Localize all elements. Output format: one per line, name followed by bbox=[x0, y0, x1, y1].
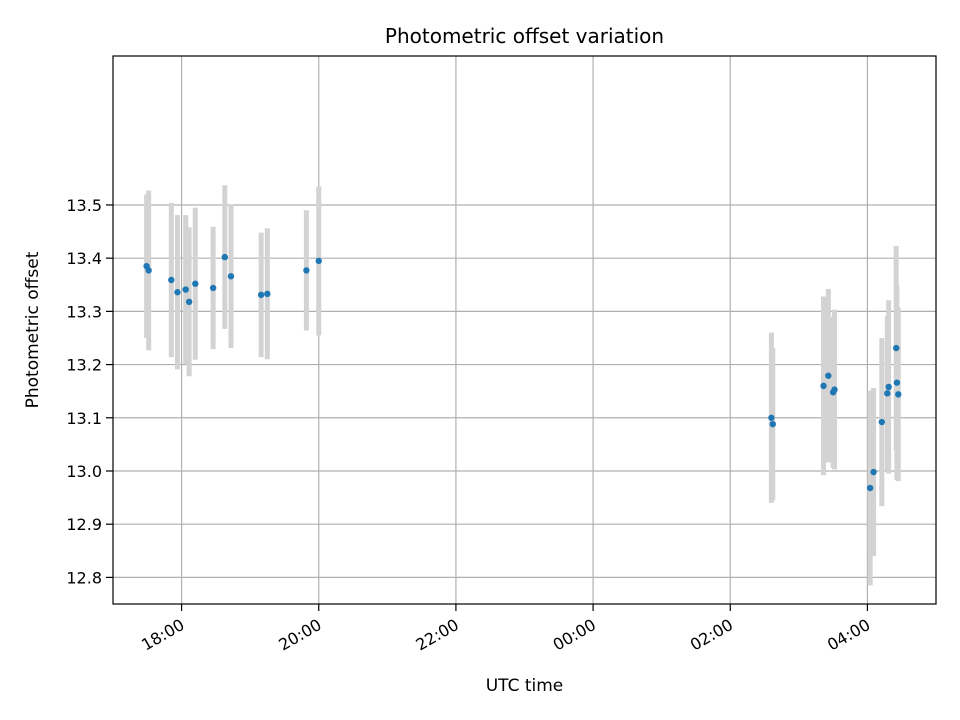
data-point bbox=[174, 289, 181, 296]
data-point bbox=[893, 344, 900, 352]
data-point bbox=[192, 280, 199, 287]
data-point bbox=[227, 273, 235, 280]
data-point bbox=[257, 291, 265, 299]
data-point bbox=[145, 267, 152, 274]
data-point bbox=[769, 420, 776, 428]
y-tick-label: 13.1 bbox=[66, 409, 102, 428]
data-point bbox=[264, 290, 271, 298]
data-point bbox=[825, 372, 832, 379]
plot-frame bbox=[112, 55, 937, 605]
y-tick-label: 13.0 bbox=[66, 462, 102, 481]
data-point bbox=[168, 276, 175, 284]
y-axis-label: Photometric offset bbox=[23, 251, 43, 408]
data-point bbox=[209, 284, 217, 292]
data-point bbox=[185, 298, 193, 306]
y-tick-label: 13.3 bbox=[66, 302, 102, 321]
data-point bbox=[885, 383, 892, 391]
data-point bbox=[315, 257, 322, 265]
data-point bbox=[768, 414, 775, 421]
data-point bbox=[182, 286, 189, 293]
data-point bbox=[884, 390, 891, 397]
chart-title: Photometric offset variation bbox=[385, 24, 664, 48]
data-point bbox=[221, 253, 228, 261]
data-point bbox=[831, 386, 838, 393]
y-tick-label: 13.4 bbox=[66, 249, 102, 268]
y-tick-label: 12.9 bbox=[66, 515, 102, 534]
data-point bbox=[878, 418, 886, 426]
data-point bbox=[893, 379, 901, 386]
data-point bbox=[303, 267, 310, 274]
y-tick-label: 13.5 bbox=[66, 196, 102, 215]
data-point bbox=[820, 382, 827, 390]
data-point bbox=[866, 484, 874, 492]
plot-area bbox=[113, 56, 936, 604]
y-axis-ticks: 12.8 12.9 13.0 13.1 13.2 13.3 13.4 13.5 bbox=[66, 196, 113, 587]
x-axis-label: UTC time bbox=[486, 676, 564, 696]
y-tick-label: 12.8 bbox=[66, 568, 102, 587]
grid bbox=[113, 56, 936, 604]
data-points bbox=[143, 253, 902, 492]
data-point bbox=[870, 468, 877, 476]
y-tick-label: 13.2 bbox=[66, 356, 102, 375]
data-point bbox=[895, 391, 902, 398]
